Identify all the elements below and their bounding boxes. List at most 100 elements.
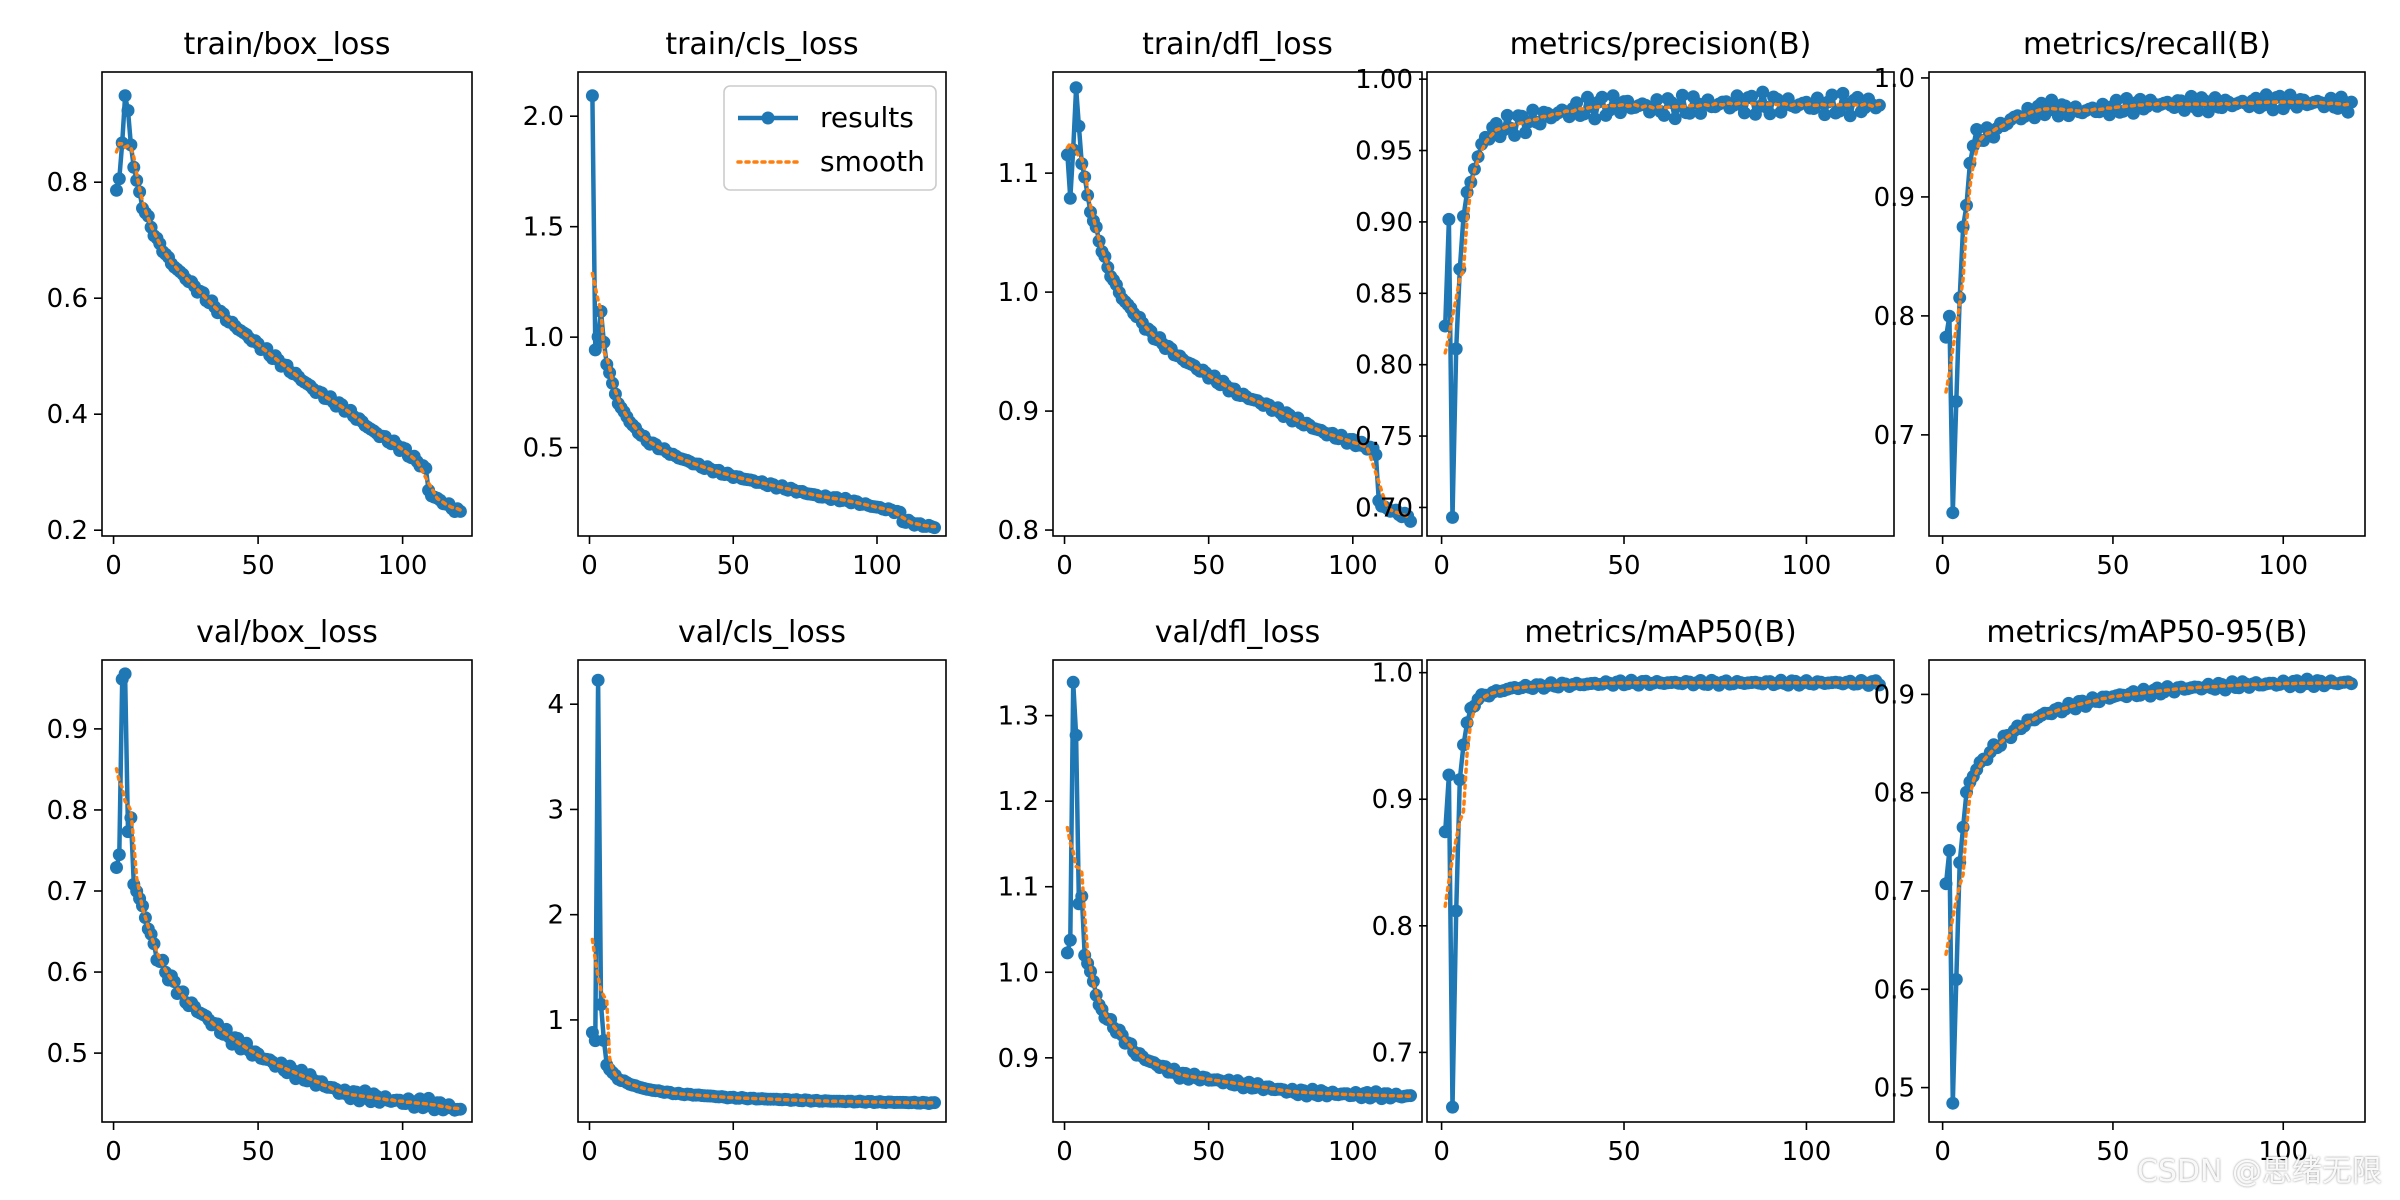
results-point bbox=[124, 138, 138, 152]
results-line bbox=[1442, 89, 1881, 520]
y-tick-label: 0.8 bbox=[47, 796, 88, 826]
y-tick-label: 0.6 bbox=[47, 284, 88, 314]
results-point bbox=[1446, 1100, 1459, 1114]
subplot-title: metrics/recall(B) bbox=[2023, 27, 2271, 62]
results-point bbox=[1763, 107, 1777, 121]
y-tick-label: 0.90 bbox=[1355, 208, 1413, 238]
legend-smooth-label: smooth bbox=[820, 145, 925, 178]
y-tick-label: 0.5 bbox=[523, 434, 564, 464]
x-tick-label: 0 bbox=[1934, 551, 1951, 581]
results-point bbox=[588, 343, 602, 357]
x-tick-label: 0 bbox=[1934, 1137, 1951, 1167]
plot-area bbox=[110, 667, 467, 1117]
results-point bbox=[2184, 89, 2198, 103]
plot-area bbox=[585, 89, 941, 535]
x-tick-label: 100 bbox=[378, 551, 428, 581]
results-line bbox=[114, 671, 461, 1113]
watermark-text: CSDN @思绪无限 bbox=[2136, 1154, 2382, 1189]
results-point bbox=[121, 104, 135, 117]
y-tick-label: 0.9 bbox=[1874, 680, 1915, 710]
results-point bbox=[1595, 90, 1609, 104]
legend: results smooth bbox=[723, 85, 937, 191]
y-tick-label: 1.0 bbox=[1874, 64, 1915, 94]
y-tick-label: 2 bbox=[547, 901, 564, 931]
y-tick-label: 1.1 bbox=[998, 159, 1039, 189]
results-point bbox=[1442, 212, 1456, 226]
results-point bbox=[1438, 825, 1452, 839]
results-point bbox=[2028, 111, 2042, 125]
results-line bbox=[1943, 92, 2354, 515]
x-tick-label: 100 bbox=[1782, 551, 1832, 581]
results-point bbox=[1570, 96, 1584, 110]
y-tick-label: 1.0 bbox=[998, 958, 1039, 988]
smooth-line bbox=[590, 937, 937, 1105]
x-tick-label: 50 bbox=[242, 551, 275, 581]
y-tick-label: 1.00 bbox=[1355, 65, 1413, 95]
results-point bbox=[1737, 106, 1751, 120]
results-point bbox=[118, 667, 132, 681]
y-tick-label: 1 bbox=[547, 1006, 564, 1036]
x-tick-label: 50 bbox=[2096, 551, 2129, 581]
plot-area bbox=[1939, 88, 2358, 520]
smooth-line bbox=[1065, 140, 1413, 519]
y-tick-label: 0.95 bbox=[1355, 137, 1413, 167]
results-point bbox=[136, 899, 149, 913]
y-tick-label: 0.6 bbox=[47, 958, 88, 988]
results-point bbox=[1519, 126, 1532, 140]
y-tick-label: 0.9 bbox=[998, 1044, 1039, 1074]
smooth-line bbox=[1443, 101, 1882, 355]
y-tick-label: 0.5 bbox=[1874, 1074, 1915, 1104]
y-tick-label: 0.7 bbox=[1874, 421, 1915, 451]
subplot-6: val/box_loss 0.5 0.6 0.7 0.8 0.9 0 50 100 bbox=[47, 615, 473, 1167]
results-point bbox=[1942, 844, 1956, 857]
results-point bbox=[2191, 104, 2205, 118]
results-point bbox=[597, 335, 611, 349]
axes-frame bbox=[101, 71, 473, 537]
results-point bbox=[110, 861, 123, 874]
results-point bbox=[2344, 95, 2358, 109]
y-tick-label: 0.75 bbox=[1355, 422, 1413, 452]
results-point bbox=[121, 825, 135, 839]
x-tick-label: 50 bbox=[1607, 551, 1640, 581]
results-point bbox=[1063, 933, 1077, 947]
results-point bbox=[1949, 973, 1963, 986]
plot-area bbox=[1438, 673, 1886, 1114]
results-point bbox=[1066, 675, 1080, 689]
results-point bbox=[1942, 309, 1956, 323]
axes-frame bbox=[1426, 659, 1895, 1123]
smooth-line bbox=[1065, 825, 1413, 1098]
y-tick-label: 0.7 bbox=[1874, 877, 1915, 907]
subplot-9: metrics/mAP50(B) 0.7 0.8 0.9 1.0 0 50 100 bbox=[1372, 615, 1895, 1167]
results-point bbox=[1098, 250, 1112, 263]
x-tick-label: 100 bbox=[1328, 1137, 1378, 1167]
results-line bbox=[590, 677, 935, 1106]
subplot-2: train/cls_loss 0.5 1.0 1.5 2.0 0 50 100 results s… bbox=[523, 27, 947, 581]
axes-frame bbox=[577, 659, 947, 1123]
x-tick-label: 0 bbox=[105, 551, 122, 581]
legend-box bbox=[723, 85, 937, 191]
x-tick-label: 50 bbox=[717, 551, 750, 581]
results-point bbox=[2266, 103, 2280, 117]
y-tick-label: 1.5 bbox=[523, 213, 564, 243]
subplot-1: train/box_loss 0.2 0.4 0.6 0.8 0 50 100 bbox=[47, 27, 473, 581]
subplot-3: train/dfl_loss 0.8 0.9 1.0 1.1 0 50 100 bbox=[998, 27, 1423, 581]
results-point bbox=[1745, 89, 1759, 103]
smooth-line bbox=[1944, 680, 2354, 956]
subplot-8: val/dfl_loss 0.9 1.0 1.1 1.2 1.3 0 50 100 bbox=[998, 615, 1423, 1167]
results-point bbox=[2109, 93, 2123, 107]
axes-frame bbox=[1928, 71, 2366, 537]
results-point bbox=[594, 998, 608, 1011]
y-tick-label: 0.70 bbox=[1355, 493, 1413, 523]
y-tick-label: 0.8 bbox=[1372, 912, 1413, 942]
y-tick-label: 0.8 bbox=[47, 168, 88, 198]
subplot-title: metrics/mAP50-95(B) bbox=[1986, 615, 2307, 650]
results-point bbox=[1453, 773, 1467, 787]
subplot-title: metrics/mAP50(B) bbox=[1524, 615, 1796, 650]
x-tick-label: 50 bbox=[242, 1137, 275, 1167]
results-point bbox=[2341, 105, 2355, 119]
results-point bbox=[1843, 109, 1857, 123]
subplot-title: metrics/precision(B) bbox=[1510, 27, 1812, 62]
results-point bbox=[1069, 728, 1083, 742]
y-tick-label: 0.8 bbox=[1874, 779, 1915, 809]
results-point bbox=[591, 673, 605, 687]
